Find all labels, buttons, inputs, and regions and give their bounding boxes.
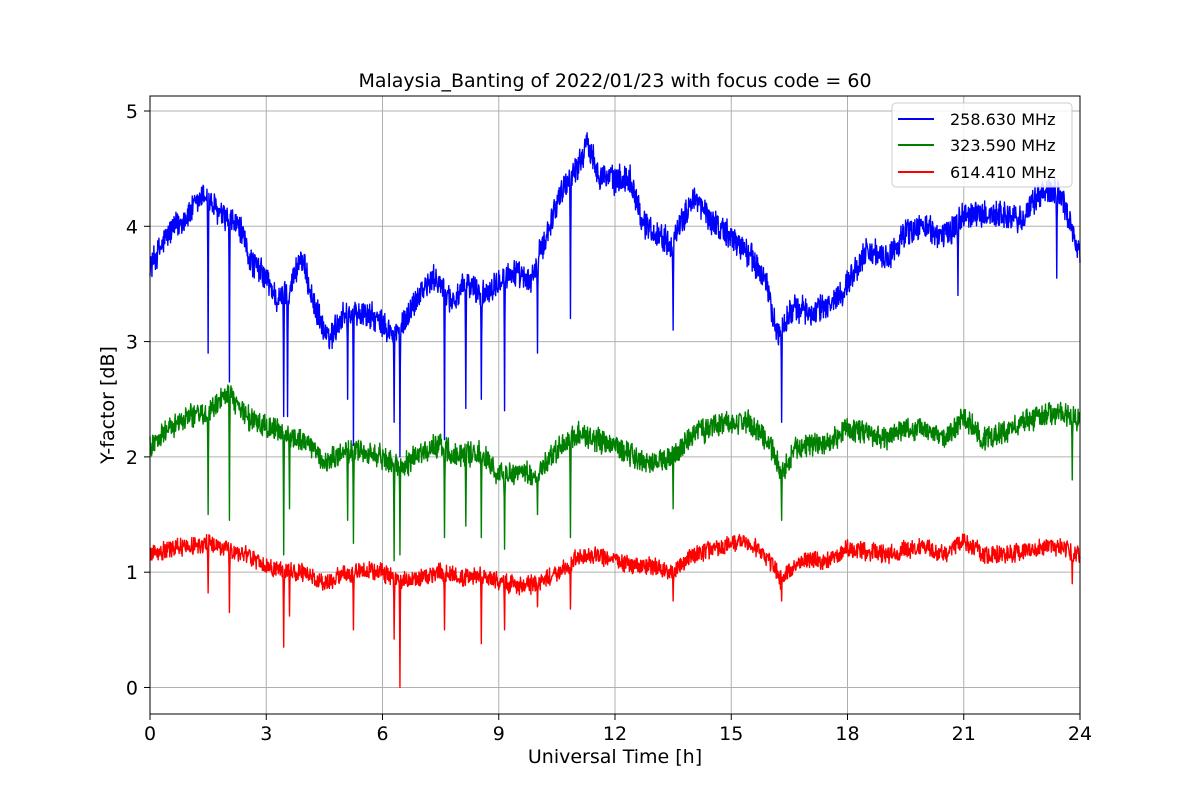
series-line-323mhz <box>149 384 1081 562</box>
y-axis-label: Y-factor [dB] <box>97 346 119 465</box>
x-axis-label: Universal Time [h] <box>528 746 702 768</box>
chart-title: Malaysia_Banting of 2022/01/23 with focu… <box>358 70 871 92</box>
legend-label-323mhz: 323.590 MHz <box>950 136 1055 155</box>
x-tick-label: 18 <box>835 723 859 745</box>
x-tick-label: 0 <box>144 723 156 745</box>
y-tick-label: 1 <box>126 562 138 584</box>
y-tick-label: 4 <box>126 216 138 238</box>
x-tick-label: 6 <box>376 723 388 745</box>
x-tick-label: 3 <box>260 723 272 745</box>
y-tick-label: 3 <box>126 332 138 354</box>
series-line-258mhz <box>149 132 1081 458</box>
legend-label-258mhz: 258.630 MHz <box>950 110 1055 129</box>
series-line-614mhz <box>149 533 1081 689</box>
y-tick-label: 5 <box>126 101 138 123</box>
x-tick-label: 15 <box>719 723 743 745</box>
series-group <box>149 132 1081 689</box>
legend-label-614mhz: 614.410 MHz <box>950 163 1055 182</box>
x-tick-label: 24 <box>1068 723 1092 745</box>
y-tick-label: 0 <box>126 677 138 699</box>
x-tick-label: 21 <box>952 723 976 745</box>
y-tick-label: 2 <box>126 447 138 469</box>
legend-box <box>891 102 1073 188</box>
legend: 258.630 MHz 323.590 MHz 614.410 MHz <box>891 102 1073 188</box>
x-tick-label: 12 <box>603 723 627 745</box>
x-tick-label: 9 <box>493 723 505 745</box>
